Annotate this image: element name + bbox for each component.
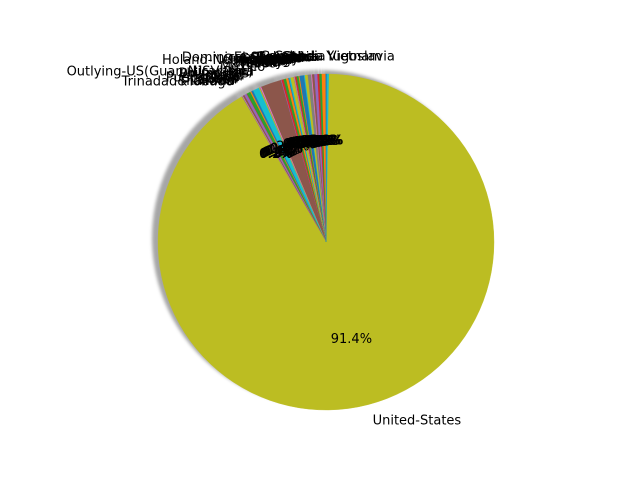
slice-percent-japan: 0.2%: [283, 137, 316, 152]
slice-label-hong: Hong: [257, 53, 291, 68]
pie-percent-labels: 0.1%0.4%0.2%0.2%0.3%0.2%0.1%0.3%0.3%0.1%…: [259, 134, 372, 347]
slice-label-canada: Canada: [274, 50, 323, 65]
slice-percent-taiwan: 0.2%: [260, 147, 293, 162]
slice-percent-puerto-rico: 0.4%: [263, 145, 296, 160]
slice-percent-el-salvador: 0.3%: [299, 134, 332, 149]
slice-label-south: South: [199, 72, 237, 87]
slice-label-haiti: Haiti: [262, 53, 292, 68]
slice-percent-dominican-republic: 0.2%: [302, 134, 335, 149]
slice-label-poland: Poland: [201, 69, 244, 84]
slice-percent-ireland: 0.1%: [287, 136, 320, 151]
slice-percent-ecuador: 0.1%: [301, 134, 334, 149]
slice-percent-haiti: 0.1%: [291, 135, 324, 150]
slice-percent-france: 0.1%: [296, 135, 329, 150]
slice-percent-united-states: 91.4%: [331, 332, 372, 347]
slice-percent-cambodia: 0.1%: [309, 134, 342, 149]
slice-label-thailand: Thailand: [177, 74, 234, 89]
slice-percent-honduras: 0.0%: [291, 135, 324, 150]
slice-percent-china: 0.2%: [306, 134, 339, 149]
slice-percent-iran: 0.1%: [288, 136, 321, 151]
pie-slice-united-states: [157, 73, 495, 411]
slice-percent-canada: 0.4%: [308, 134, 341, 149]
slice-percent-italy: 0.2%: [286, 136, 319, 151]
slice-label-philippines: Philippines: [179, 67, 249, 82]
slice-percent-cuba: 0.3%: [303, 134, 336, 149]
slice-label-yugoslavia: Yugoslavia: [325, 50, 395, 65]
slice-percent-guatemala: 0.2%: [292, 135, 325, 150]
slice-label-el-salvador: El-Salvador: [234, 51, 308, 66]
slice-label-ecuador: Ecuador: [257, 50, 311, 65]
slice-label-england: England: [251, 51, 304, 66]
slice-percent-outlying-us-guam-usvi-etc: 0.0%: [270, 142, 303, 157]
slice-label-india: India: [256, 54, 288, 69]
slice-percent-trinadad-tobago: 0.1%: [259, 147, 292, 162]
slice-label-greece: Greece: [250, 52, 296, 67]
slice-percent-vietnam: 0.2%: [310, 134, 343, 149]
slice-label-peru: Peru: [224, 65, 253, 80]
slice-label-italy: Italy: [255, 55, 284, 70]
slice-label-guatemala: Guatemala: [223, 52, 295, 67]
slice-label-iran: Iran: [260, 54, 285, 69]
slice-label-columbia: Columbia: [256, 50, 317, 65]
slice-label-cuba: Cuba: [281, 50, 315, 65]
slice-label-germany: Germany: [239, 52, 299, 67]
slice-percent-jamaica: 0.2%: [285, 137, 318, 152]
slice-percent-india: 0.3%: [289, 136, 322, 151]
slice-percent-columbia: 0.2%: [305, 134, 338, 149]
slice-percent-scotland: 0.0%: [262, 146, 295, 161]
slice-percent-england: 0.3%: [297, 134, 330, 149]
slice-percent-poland: 0.2%: [265, 144, 298, 159]
slice-percent-south: 0.2%: [261, 146, 294, 161]
slice-label-mexico: Mexico: [220, 60, 265, 75]
slice-label-vietnam: Vietnam: [328, 50, 382, 65]
slice-percent-thailand: 0.1%: [259, 147, 292, 162]
slice-label-honduras: Honduras: [229, 53, 292, 68]
slice-label-outlying-us-guam-usvi-etc: Outlying-US(Guam-USVI-etc): [67, 65, 254, 80]
slice-label-nicaragua: Nicaragua: [188, 64, 254, 79]
slice-percent-laos: 0.1%: [282, 137, 315, 152]
slice-percent-philippines: 0.6%: [267, 143, 300, 158]
slice-label-puerto-rico: Puerto-Rico: [166, 71, 241, 86]
slice-label-holand-netherlands: Holand-Netherlands: [162, 53, 292, 68]
slice-label-trinadad-tobago: Trinadad&Tobago: [121, 74, 234, 89]
slice-percent-peru: 0.1%: [269, 142, 302, 157]
slice-label-france: France: [259, 51, 302, 66]
slice-label-hungary: Hungary: [235, 53, 291, 68]
slice-percent-hong: 0.1%: [290, 136, 323, 151]
slice-label-jamaica: Jamaica: [228, 55, 280, 70]
slice-percent-yugoslavia: 0.0%: [310, 134, 343, 149]
slice-label-scotland: Scotland: [182, 72, 239, 87]
slice-percent-nicaragua: 0.1%: [270, 142, 303, 157]
slice-percent-portugal: 0.1%: [264, 144, 297, 159]
slice-label-laos: Laos: [247, 56, 277, 71]
slice-percent-germany: 0.4%: [295, 135, 328, 150]
slice-label-taiwan: Taiwan: [190, 74, 235, 89]
slice-label-japan: Japan: [241, 56, 278, 71]
slice-label-dominican-republic: Dominican-Republic: [182, 50, 312, 65]
pie-slice-yugoslavia: [325, 73, 327, 243]
pie-slices: [157, 73, 495, 411]
slice-label-cambodia: Cambodia: [260, 50, 326, 65]
slice-label-china: China: [283, 50, 320, 65]
slice-percent-mexico: 2.0%: [276, 139, 309, 154]
slice-label-united-states: United-States: [373, 413, 462, 428]
slice-percent-greece: 0.1%: [293, 135, 326, 150]
slice-percent-holand-netherlands: 0.0%: [291, 135, 324, 150]
slice-percent-hungary: 0.0%: [290, 136, 323, 151]
pie-labels: CambodiaCanadaChinaColumbiaCubaDominican…: [67, 50, 462, 429]
slice-label-ireland: Ireland: [240, 54, 285, 69]
slice-label-portugal: Portugal: [189, 69, 243, 84]
